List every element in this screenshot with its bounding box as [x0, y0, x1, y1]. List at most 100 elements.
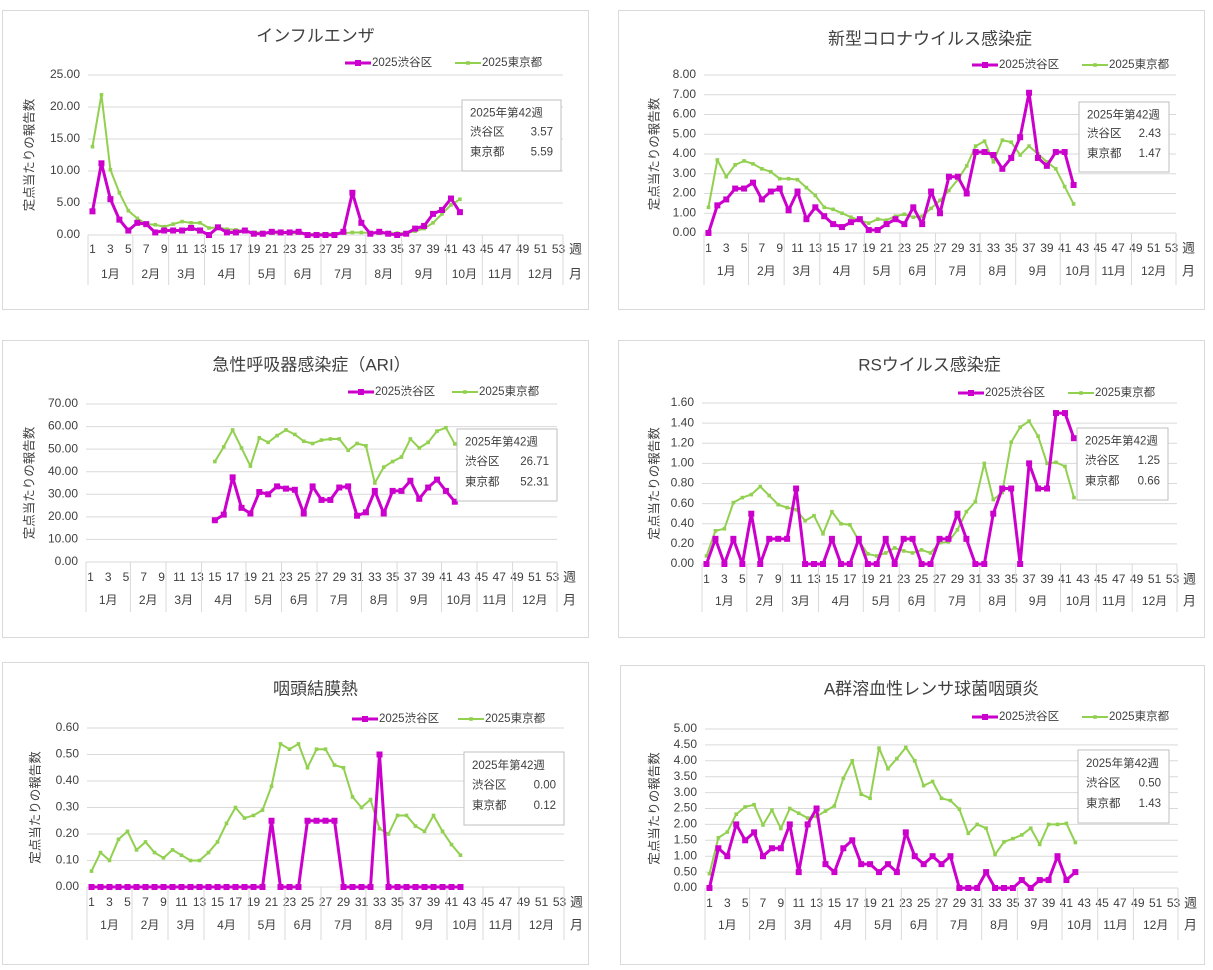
- y-tick-label: 0.10: [56, 853, 80, 867]
- data-point-shibuya: [327, 496, 334, 503]
- data-point-shibuya: [910, 204, 917, 211]
- info-row-value: 26.71: [520, 456, 549, 468]
- data-point-shibuya: [937, 210, 943, 217]
- data-point-tokyo: [359, 230, 364, 235]
- y-tick-label: 40.00: [48, 464, 78, 478]
- y-tick-label: 4.00: [674, 753, 698, 767]
- x-axis-unit: 週: [1184, 895, 1197, 910]
- data-point-tokyo: [930, 779, 935, 784]
- x-tick-label: 9: [775, 572, 782, 586]
- data-point-tokyo: [1063, 464, 1067, 469]
- data-point-tokyo: [153, 222, 158, 227]
- month-label: 5月: [873, 264, 892, 278]
- data-point-shibuya: [160, 884, 167, 890]
- legend-marker: [358, 389, 364, 395]
- data-point-shibuya: [828, 535, 835, 542]
- month-label: 7月: [948, 264, 967, 278]
- data-point-shibuya: [821, 213, 828, 220]
- data-point-tokyo: [197, 858, 202, 863]
- data-point-shibuya: [758, 196, 765, 203]
- x-tick-label: 3: [723, 241, 730, 255]
- data-point-tokyo: [1045, 160, 1049, 164]
- data-point-tokyo: [444, 425, 448, 430]
- data-point-tokyo: [948, 798, 953, 803]
- data-point-tokyo: [849, 215, 853, 219]
- data-point-shibuya: [963, 535, 970, 542]
- info-box: [1077, 749, 1170, 824]
- x-tick-label: 31: [969, 572, 983, 586]
- series-line-shibuya: [705, 411, 1076, 566]
- data-point-tokyo: [257, 436, 262, 440]
- data-point-tokyo: [350, 230, 355, 235]
- legend-label: 2025東京都: [1109, 57, 1170, 71]
- data-point-shibuya: [901, 221, 908, 228]
- data-point-shibuya: [856, 216, 863, 223]
- month-label: 6月: [908, 264, 927, 278]
- month-label: 8月: [374, 267, 393, 281]
- data-point-tokyo: [776, 502, 780, 507]
- data-point-shibuya: [322, 817, 329, 824]
- data-point-tokyo: [162, 224, 166, 229]
- data-point-tokyo: [319, 438, 324, 442]
- data-point-tokyo: [966, 831, 971, 836]
- data-point-tokyo: [116, 837, 121, 842]
- data-point-tokyo: [919, 548, 924, 552]
- data-point-shibuya: [1027, 885, 1034, 891]
- x-tick-label: 45: [1094, 572, 1108, 586]
- data-point-tokyo: [296, 742, 301, 746]
- data-point-tokyo: [868, 796, 872, 801]
- month-label: 6月: [910, 918, 929, 932]
- data-point-shibuya: [354, 512, 361, 519]
- data-point-shibuya: [97, 884, 104, 890]
- data-point-shibuya: [919, 221, 926, 228]
- y-tick-label: 2.00: [673, 186, 697, 200]
- chart-title: 急性呼吸器感染症（ARI）: [212, 355, 410, 374]
- x-tick-label: 29: [333, 570, 347, 584]
- month-label: 1月: [100, 918, 119, 932]
- data-point-tokyo: [1055, 822, 1060, 827]
- x-tick-label: 35: [391, 895, 405, 909]
- data-point-shibuya: [277, 229, 284, 236]
- y-tick-label: 25.00: [50, 67, 80, 81]
- month-label: 8月: [989, 264, 1008, 278]
- data-point-tokyo: [848, 522, 852, 527]
- data-point-shibuya: [250, 884, 257, 890]
- data-point-shibuya: [839, 224, 846, 231]
- legend-marker: [362, 716, 368, 722]
- x-tick-label: 3: [724, 896, 731, 910]
- x-axis-unit: 週: [570, 894, 583, 909]
- data-point-shibuya: [345, 483, 352, 490]
- y-tick-label: 1.50: [674, 832, 698, 846]
- data-point-shibuya: [739, 561, 746, 567]
- x-tick-label: 25: [915, 572, 929, 586]
- x-tick-label: 7: [759, 241, 766, 255]
- y-axis-title: 定点当たりの報告数: [646, 97, 661, 210]
- month-label: 6月: [294, 918, 313, 932]
- data-point-tokyo: [777, 176, 782, 181]
- y-axis-title: 定点当たりの報告数: [646, 752, 661, 865]
- x-tick-label: 53: [1167, 896, 1181, 910]
- data-point-tokyo: [1036, 434, 1040, 439]
- data-point-shibuya: [398, 487, 405, 494]
- data-point-shibuya: [1018, 877, 1025, 884]
- x-tick-label: 43: [1076, 572, 1090, 586]
- x-tick-label: 33: [368, 570, 382, 584]
- month-label: 12月: [1143, 918, 1168, 932]
- data-point-shibuya: [786, 821, 793, 828]
- x-tick-label: 3: [107, 242, 114, 256]
- x-tick-label: 53: [552, 242, 566, 256]
- data-point-shibuya: [768, 845, 775, 852]
- y-tick-label: 0.20: [56, 826, 80, 840]
- data-point-tokyo: [1009, 440, 1013, 445]
- x-tick-label: 29: [337, 242, 351, 256]
- month-label: 8月: [370, 593, 389, 607]
- x-tick-label: 39: [427, 895, 441, 909]
- data-point-tokyo: [426, 440, 430, 445]
- data-point-shibuya: [742, 837, 749, 844]
- month-label: 12月: [1142, 594, 1167, 608]
- data-point-shibuya: [268, 817, 275, 824]
- data-point-tokyo: [715, 158, 720, 162]
- x-tick-label: 35: [1005, 572, 1019, 586]
- data-point-shibuya: [1053, 410, 1060, 417]
- x-tick-label: 3: [105, 570, 112, 584]
